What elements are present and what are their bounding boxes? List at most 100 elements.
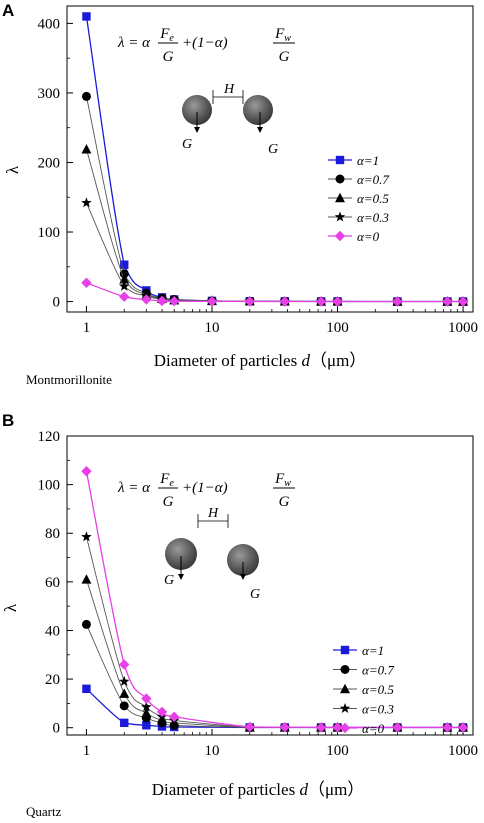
force-arrowhead-left [178, 574, 184, 580]
panel-a-series [81, 12, 469, 307]
x-tick-label: 10 [204, 320, 219, 336]
panel-a-xlabel-main: Diameter of particles [154, 351, 302, 370]
data-point [119, 291, 130, 302]
data-point [82, 684, 91, 694]
data-point [141, 693, 152, 704]
series-line-1 [86, 624, 464, 728]
legend-label: α=0 [362, 721, 385, 736]
legend-marker [340, 683, 350, 694]
legend-label: α=0.3 [362, 702, 394, 717]
legend-label: α=0.3 [357, 210, 389, 225]
panel-a-formula: λ = α Fe G +(1−α) Fw G [117, 26, 295, 65]
legend-marker [340, 665, 350, 674]
y-tick-label: 120 [38, 429, 61, 445]
y-tick-label: 300 [38, 86, 61, 102]
spacing-label: H [223, 82, 235, 97]
data-point [119, 280, 130, 291]
panel-a-xlabel-unit: （μm） [310, 351, 366, 370]
data-point [81, 144, 92, 154]
data-point [119, 701, 129, 711]
force-arrowhead-left [194, 127, 200, 133]
legend-marker [334, 211, 346, 222]
data-point [442, 296, 453, 307]
data-point [81, 91, 91, 101]
force-label-right: G [268, 142, 278, 157]
legend-marker [340, 645, 350, 655]
panel-b-legend: α=1 α=0.7 α=0.5 α=0.3 α=0 [333, 643, 394, 736]
data-point [120, 718, 129, 728]
formula-mid: +(1−α) [182, 35, 228, 51]
plot-border [66, 435, 474, 736]
legend-label: α=0.7 [357, 172, 389, 187]
data-point [442, 722, 453, 733]
x-tick-label: 1 [83, 743, 91, 759]
y-tick-label: 200 [38, 155, 61, 171]
legend-marker [334, 230, 346, 242]
legend-marker [339, 703, 351, 713]
force-label-left: G [182, 137, 192, 152]
panel-b-xlabel: Diameter of particles d（μm） [152, 780, 365, 799]
data-point [81, 574, 92, 584]
data-point [141, 701, 152, 712]
data-point [119, 688, 130, 698]
legend-label: α=1 [362, 643, 384, 658]
formula-mid: +(1−α) [182, 480, 228, 496]
plot-border [66, 5, 474, 313]
y-tick-label: 100 [38, 478, 61, 494]
panel-b-ylabel: λ [1, 603, 20, 612]
formula-den2: G [279, 494, 290, 510]
data-point [392, 722, 403, 733]
legend-label: α=0.5 [362, 682, 394, 697]
data-point [168, 711, 180, 722]
y-tick-label: 100 [38, 225, 61, 241]
data-point [156, 295, 168, 307]
data-point [120, 260, 129, 269]
data-point [156, 706, 168, 718]
legend-label: α=0 [357, 229, 380, 244]
legend-marker [335, 155, 345, 165]
data-point [244, 296, 255, 307]
data-point [81, 531, 92, 542]
formula-num1: Fe [159, 26, 174, 44]
data-point [332, 296, 343, 307]
data-point [119, 269, 129, 279]
panel-a-particles-diagram: H G G [182, 82, 278, 157]
force-label-right: G [250, 587, 260, 602]
data-point [119, 659, 130, 670]
series-line-2 [86, 579, 464, 728]
data-point [141, 294, 152, 305]
y-tick-label: 20 [45, 672, 60, 688]
x-tick-label: 1000 [448, 320, 478, 336]
panel-b-letter: B [2, 411, 14, 430]
formula-num2: Fw [274, 471, 291, 489]
data-point [457, 296, 469, 307]
force-arrowhead-right [257, 127, 263, 133]
legend-marker [335, 174, 345, 184]
spacing-label: H [207, 506, 219, 521]
x-tick-label: 1 [83, 320, 91, 336]
data-point [279, 296, 290, 307]
data-point [315, 722, 327, 733]
formula-lhs: λ = α [117, 480, 151, 496]
data-point [168, 296, 180, 307]
force-arrowhead-right [240, 574, 246, 580]
y-tick-label: 60 [45, 575, 60, 591]
formula-num2: Fw [274, 26, 291, 44]
y-tick-label: 400 [38, 16, 61, 32]
panel-b-formula: λ = α Fe G +(1−α) Fw G [117, 471, 295, 510]
x-tick-label: 100 [326, 320, 349, 336]
panel-b: B 1 10 100 1000 0 20 40 60 80 100 120 α=1 α=0.7 α=0.… [1, 411, 478, 819]
y-tick-label: 0 [53, 295, 61, 311]
data-point [392, 296, 403, 307]
panel-b-particles-diagram: H G G [164, 506, 260, 602]
panel-a-letter: A [2, 1, 14, 20]
panel-a-ylabel: λ [3, 165, 22, 174]
particle-left [165, 538, 197, 570]
data-point [315, 296, 327, 307]
panel-b-axis-ticks: 1 10 100 1000 0 20 40 60 80 100 120 [38, 429, 479, 759]
particle-right [227, 544, 259, 576]
y-tick-label: 40 [45, 623, 60, 639]
data-point [279, 722, 290, 733]
